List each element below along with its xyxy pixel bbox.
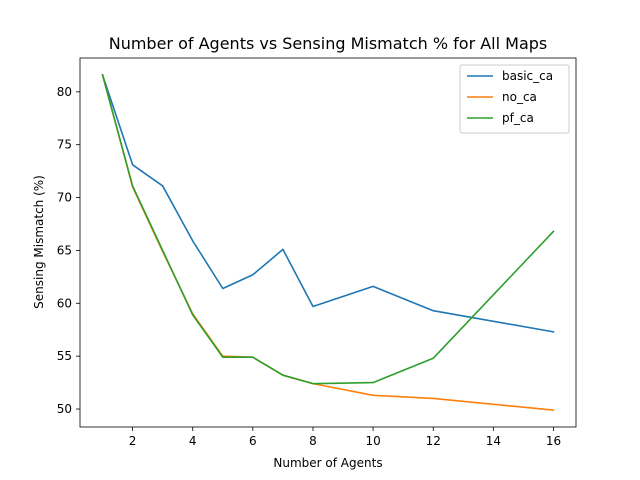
series-line-pf-ca: [101, 73, 555, 385]
chart-title: Number of Agents vs Sensing Mismatch % f…: [109, 34, 548, 53]
y-tick-label: 70: [57, 191, 72, 205]
y-axis-label: Sensing Mismatch (%): [32, 175, 46, 309]
series-line-basic-ca: [101, 73, 555, 333]
x-tick-label: 16: [546, 434, 561, 448]
y-tick-label: 55: [57, 349, 72, 363]
x-tick-label: 14: [486, 434, 501, 448]
y-tick-label: 60: [57, 296, 72, 310]
y-tick-label: 65: [57, 243, 72, 257]
x-tick-label: 10: [365, 434, 380, 448]
x-tick-label: 6: [249, 434, 257, 448]
legend-label: pf_ca: [502, 111, 534, 125]
axes-layer: 2 4 6 8 10 12 14 16 50 55 60 65 70 75 80: [57, 85, 561, 448]
x-axis-label: Number of Agents: [273, 456, 382, 470]
legend-box: [459, 64, 570, 134]
legend: basic_ca no_ca pf_ca: [459, 64, 570, 134]
y-tick-label: 50: [57, 402, 72, 416]
plot-frame: [79, 57, 577, 428]
x-tick-label: 4: [189, 434, 197, 448]
y-tick-label: 80: [57, 85, 72, 99]
series-layer: [101, 73, 555, 411]
y-tick-label: 75: [57, 138, 72, 152]
legend-label: basic_ca: [502, 69, 553, 83]
x-tick-label: 2: [129, 434, 137, 448]
x-tick-label: 12: [426, 434, 441, 448]
x-tick-label: 8: [309, 434, 317, 448]
legend-label: no_ca: [502, 90, 537, 104]
